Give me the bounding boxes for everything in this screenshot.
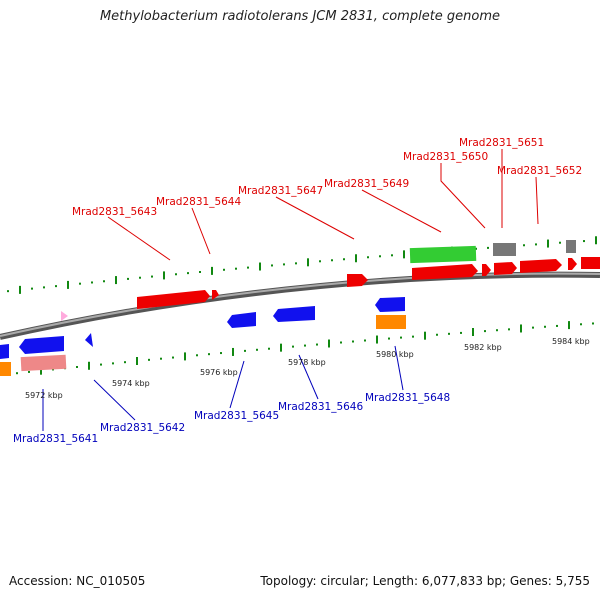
cds-5641-arrow[interactable]	[0, 344, 9, 359]
reverse-gene-label[interactable]: Mrad2831_5641	[13, 433, 98, 445]
pseudo-gene-2[interactable]	[566, 240, 576, 253]
forward-gene-label[interactable]: Mrad2831_5644	[156, 196, 241, 208]
accession-text: Accession: NC_010505	[9, 574, 146, 588]
forward-gene-label[interactable]: Mrad2831_5652	[497, 165, 582, 177]
reverse-leader-line	[229, 360, 245, 409]
scale-tick-label: 5982 kbp	[464, 343, 502, 352]
forward-leader-line	[535, 176, 539, 225]
cds-5649-arrow[interactable]	[412, 264, 478, 280]
forward-leader-line	[440, 163, 486, 229]
cds-5644-arrow[interactable]	[212, 290, 219, 300]
genome-backbone-highlight	[0, 272, 600, 337]
reverse-gene-label[interactable]: Mrad2831_5645	[194, 410, 279, 422]
forward-gene-label[interactable]: Mrad2831_5651	[459, 137, 544, 149]
reverse-leader-line	[394, 345, 404, 391]
forward-gene-label[interactable]: Mrad2831_5649	[324, 178, 409, 190]
inner-tick-row	[4, 321, 594, 376]
trna-feature[interactable]	[376, 315, 406, 329]
cds-5645-arrow[interactable]	[227, 312, 256, 328]
scale-tick-label: 5976 kbp	[200, 368, 238, 377]
forward-gene-label[interactable]: Mrad2831_5647	[238, 185, 323, 197]
pink-feature[interactable]	[61, 311, 68, 321]
forward-leader-line	[191, 207, 211, 255]
trna-feature-2[interactable]	[0, 362, 11, 376]
forward-leader-line	[275, 196, 355, 240]
forward-gene-label[interactable]: Mrad2831_5650	[403, 151, 488, 163]
cds-5650-arrow[interactable]	[482, 264, 491, 276]
forward-leader-line	[361, 189, 442, 233]
forward-leader-line	[107, 216, 171, 261]
scale-tick-label: 5984 kbp	[552, 337, 590, 346]
genome-summary-text: Topology: circular; Length: 6,077,833 bp…	[260, 574, 590, 588]
cds-5651-arrow[interactable]	[494, 262, 517, 275]
rrna-feature[interactable]	[409, 245, 477, 264]
light-red-feature[interactable]	[20, 354, 67, 372]
scale-tick-label: 5974 kbp	[112, 379, 150, 388]
reverse-gene-label[interactable]: Mrad2831_5642	[100, 422, 185, 434]
scale-tick-label: 5978 kbp	[288, 358, 326, 367]
pseudo-gene[interactable]	[493, 243, 516, 256]
cds-5647-arrow[interactable]	[347, 274, 368, 287]
reverse-gene-label[interactable]: Mrad2831_5648	[365, 392, 450, 404]
map-title: Methylobacterium radiotolerans JCM 2831,…	[99, 9, 501, 24]
cds-5646-arrow[interactable]	[273, 306, 315, 322]
cds-next-arrow[interactable]	[568, 258, 577, 270]
reverse-leader-line	[298, 354, 319, 400]
cds-5643-arrow[interactable]	[137, 290, 210, 309]
scale-tick-label: 5980 kbp	[376, 350, 414, 359]
scale-labels: 5972 kbp 5974 kbp 5976 kbp 5978 kbp 5980 kbp…	[25, 337, 590, 400]
forward-features	[137, 240, 600, 309]
cds-5648-arrow[interactable]	[375, 297, 405, 312]
cds-5642-arrow[interactable]	[19, 336, 64, 354]
cds-small-arrow[interactable]	[85, 333, 93, 347]
scale-tick-label: 5972 kbp	[25, 391, 63, 400]
reverse-leader-line	[93, 379, 136, 421]
genome-backbone	[0, 271, 600, 340]
cds-edge-fragment[interactable]	[581, 257, 600, 269]
reverse-features	[0, 297, 406, 376]
forward-gene-label[interactable]: Mrad2831_5643	[72, 206, 157, 218]
gene-labels: Mrad2831_5643Mrad2831_5644Mrad2831_5647M…	[13, 137, 582, 445]
reverse-gene-label[interactable]: Mrad2831_5646	[278, 401, 363, 413]
cds-5652-arrow[interactable]	[520, 259, 562, 273]
